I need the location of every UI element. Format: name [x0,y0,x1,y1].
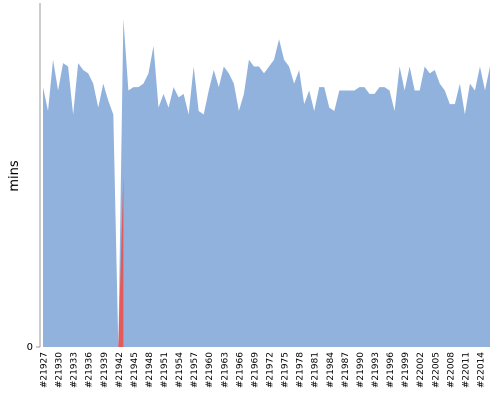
y-axis-label: mins [7,160,22,192]
x-tick-label: #21987 [341,352,351,388]
y-tick-label: 0 [27,342,33,353]
x-tick-label: #21975 [281,352,291,388]
area [118,176,124,347]
x-tick-label: #22002 [416,352,426,388]
x-tick-label: #21942 [115,352,125,388]
x-tick-label: #22008 [446,352,456,388]
x-tick-label: #21960 [205,352,215,388]
x-tick-label: #21930 [55,352,65,388]
x-tick-label: #21984 [326,352,336,388]
x-tick-label: #21999 [401,352,411,388]
x-tick-label: #21993 [371,352,381,388]
x-tick-label: #21951 [160,352,170,388]
x-tick-label: #21933 [70,352,80,388]
x-tick-label: #21969 [250,352,260,388]
x-tick-label: #21936 [85,352,95,388]
x-tick-label: #22014 [476,352,486,388]
x-tick-label: #21996 [386,352,396,388]
x-tick-label: #21927 [40,352,50,388]
x-tick-label: #22005 [431,352,441,388]
x-tick-label: #21972 [266,352,276,388]
x-tick-label: #21990 [356,352,366,388]
x-tick-label: #21954 [175,352,185,388]
x-tick-label: #21978 [296,352,306,388]
area [43,18,490,348]
x-tick-label: #21939 [100,352,110,388]
x-tick-label: #21948 [145,352,155,388]
x-tick-label: #21963 [220,352,230,388]
x-tick-label: #22011 [461,352,471,388]
x-tick-label: #21966 [235,352,245,388]
x-tick-label: #21957 [190,352,200,388]
x-tick-label: #21981 [311,352,321,388]
x-tick-label: #21945 [130,352,140,388]
